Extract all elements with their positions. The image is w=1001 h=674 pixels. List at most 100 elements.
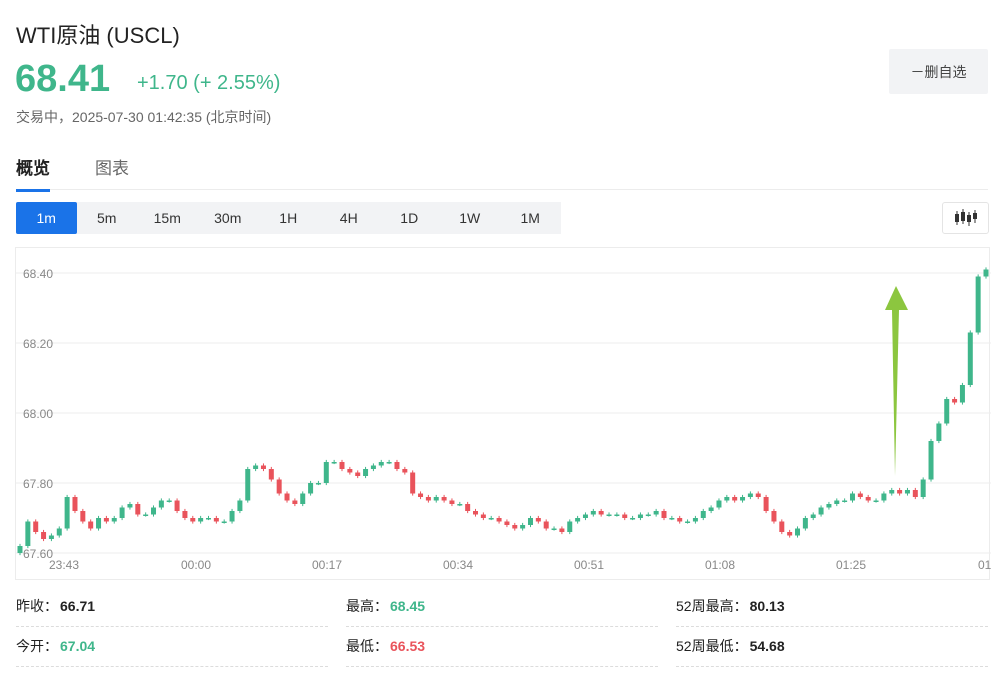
candle-body <box>512 525 518 529</box>
candle-body <box>590 511 596 515</box>
candle-body <box>975 276 981 333</box>
candle-body <box>959 385 965 403</box>
remove-watchlist-button[interactable]: －删自选 <box>889 49 988 94</box>
period-1h[interactable]: 1H <box>279 210 298 226</box>
candle-body <box>692 518 698 522</box>
candle-body <box>158 500 164 508</box>
period-1mo[interactable]: 1M <box>520 210 540 226</box>
candle-body <box>873 500 879 502</box>
period-1w[interactable]: 1W <box>459 210 481 226</box>
candle-body <box>245 469 251 501</box>
candle-body <box>606 514 612 516</box>
candle-body <box>56 528 62 536</box>
period-30m[interactable]: 30m <box>214 210 242 226</box>
candle-body <box>488 518 494 520</box>
candle-body <box>559 528 565 532</box>
candle-body <box>410 472 416 494</box>
stats-row-1: 昨收： 66.71 最高： 68.45 52周最高： 80.13 <box>16 590 988 630</box>
candle-body <box>740 497 746 501</box>
candle-body <box>441 497 447 501</box>
candle-body <box>433 497 439 501</box>
candle-body <box>700 511 706 518</box>
trading-status: 交易中，2025-07-30 01:42:35 (北京时间) <box>16 109 272 125</box>
candle-body <box>747 493 753 497</box>
candle-body <box>135 504 141 515</box>
x-tick-label: 01:25 <box>836 558 866 572</box>
candle-body <box>402 469 408 473</box>
candle-body <box>889 490 895 494</box>
x-tick-label: 00:51 <box>574 558 604 572</box>
candle-body <box>849 493 855 501</box>
candle-body <box>198 518 204 522</box>
candle-body <box>685 521 691 523</box>
candle-body <box>355 472 361 476</box>
candle-body <box>645 514 651 516</box>
candle-body <box>857 493 863 497</box>
candle-body <box>449 500 455 504</box>
price-chart[interactable]: 68.40 68.20 68.00 67.80 67.60 23:43 00:00 00:17… <box>15 247 1001 580</box>
period-1m[interactable]: 1m <box>16 202 77 234</box>
candle-body <box>386 462 392 464</box>
candle-body <box>630 518 636 520</box>
candle-body <box>653 511 659 515</box>
candle-body <box>732 497 738 501</box>
period-4h[interactable]: 4H <box>339 210 358 226</box>
candle-body <box>920 479 926 497</box>
candle-body <box>842 500 848 502</box>
candle-body <box>418 493 424 497</box>
chart-type-button[interactable] <box>942 202 989 234</box>
stat-low: 最低： 66.53 <box>346 630 658 667</box>
period-15m[interactable]: 15m <box>153 210 181 226</box>
candle-body <box>127 504 133 508</box>
period-1d[interactable]: 1D <box>400 210 419 226</box>
stats-row-2: 今开： 67.04 最低： 66.53 52周最低： 54.68 <box>16 630 988 670</box>
x-tick-label: 00:34 <box>443 558 473 572</box>
candle-body <box>339 462 345 469</box>
candle-body <box>637 514 643 518</box>
candle-body <box>331 462 337 464</box>
candle-body <box>818 507 824 515</box>
stat-label: 52周最高： <box>676 598 748 614</box>
candle-body <box>425 497 431 501</box>
candle-body <box>535 518 541 522</box>
x-tick-label: 00:17 <box>312 558 342 572</box>
candle-body <box>315 483 321 485</box>
y-tick-label: 67.60 <box>23 547 53 561</box>
candle-body <box>205 518 211 520</box>
candle-body <box>724 497 730 501</box>
candle-body <box>598 511 604 515</box>
x-tick-label: 01:08 <box>705 558 735 572</box>
candle-body <box>575 518 581 522</box>
tab-overview[interactable]: 概览 <box>16 154 50 192</box>
tab-chart[interactable]: 图表 <box>95 159 129 178</box>
candle-body <box>378 462 384 466</box>
stat-open: 今开： 67.04 <box>16 630 328 667</box>
stat-value: 54.68 <box>749 638 785 654</box>
y-tick-label: 68.00 <box>23 407 53 421</box>
candle-body <box>669 518 675 520</box>
period-5m[interactable]: 5m <box>97 210 117 226</box>
candle-body <box>952 399 958 403</box>
candle-body <box>174 500 180 511</box>
candle-body <box>661 511 667 518</box>
stat-52w-high: 52周最高： 80.13 <box>676 590 988 627</box>
candle-body <box>543 521 549 529</box>
candle-body <box>119 507 125 518</box>
candle-body <box>810 514 816 518</box>
candle-body <box>567 521 573 532</box>
candle-body <box>268 469 274 480</box>
tab-bar: 概览 图表 <box>16 150 988 192</box>
candle-body <box>143 514 149 516</box>
candle-body <box>708 507 714 511</box>
stat-value: 66.71 <box>60 598 96 614</box>
candle-body <box>292 500 298 504</box>
candle-body <box>771 511 777 522</box>
candle-body <box>48 535 54 539</box>
candle-body <box>96 518 102 529</box>
candle-body <box>190 518 196 522</box>
last-price: 68.41 <box>15 58 111 100</box>
candle-body <box>787 532 793 536</box>
candle-body <box>213 518 219 522</box>
